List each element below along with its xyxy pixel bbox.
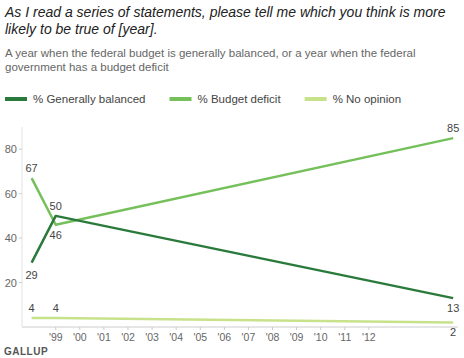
legend-swatch xyxy=(5,97,27,101)
legend-label: % No opinion xyxy=(333,93,401,105)
x-tick-label: '12 xyxy=(362,331,376,343)
x-tick xyxy=(296,327,297,330)
y-tick-label: 80 xyxy=(5,143,17,155)
plot-area xyxy=(32,138,454,322)
x-tick xyxy=(320,327,321,330)
x-tick xyxy=(272,327,273,330)
legend-swatch xyxy=(170,97,192,101)
legend-swatch xyxy=(305,97,327,101)
x-tick-label: '01 xyxy=(97,331,111,343)
x-tick xyxy=(200,327,201,330)
y-tick-label: 60 xyxy=(5,188,17,200)
x-tick-label: '03 xyxy=(145,331,159,343)
y-tick xyxy=(19,193,22,194)
x-tick xyxy=(152,327,153,330)
x-tick-label: '00 xyxy=(73,331,87,343)
x-tick xyxy=(344,327,345,330)
source: GALLUP xyxy=(4,346,48,357)
legend-label: % Budget deficit xyxy=(198,93,282,105)
series-line xyxy=(32,318,454,322)
x-tick xyxy=(79,327,80,330)
x-tick-label: '07 xyxy=(242,331,256,343)
x-axis xyxy=(22,327,458,328)
x-tick xyxy=(55,327,56,330)
x-tick xyxy=(103,327,104,330)
x-tick-label: '04 xyxy=(169,331,183,343)
data-label: 67 xyxy=(26,162,38,174)
x-tick-label: '09 xyxy=(290,331,304,343)
chart: 20 40 60 80 '99 '00 '01 '02 '03 '04 '05 '06 '07 '08 '0… xyxy=(0,0,464,358)
x-tick-label: '11 xyxy=(338,331,351,343)
data-label: 2 xyxy=(450,326,456,338)
y-tick xyxy=(19,282,22,283)
subtitle: A year when the federal budget is genera… xyxy=(5,46,457,74)
x-tick-label: '99 xyxy=(49,331,63,343)
x-tick xyxy=(368,327,369,330)
data-label: 50 xyxy=(50,200,62,212)
y-tick-label: 40 xyxy=(5,232,17,244)
y-axis xyxy=(22,127,23,327)
y-tick-label: 20 xyxy=(5,277,17,289)
x-tick xyxy=(127,327,128,330)
data-label: 13 xyxy=(447,302,459,314)
y-tick xyxy=(19,149,22,150)
x-tick-label: '05 xyxy=(193,331,207,343)
x-tick-label: '08 xyxy=(266,331,280,343)
data-label: 4 xyxy=(53,302,59,314)
title: As I read a series of statements, please… xyxy=(5,4,457,38)
data-label: 85 xyxy=(447,122,459,134)
legend-label: % Generally balanced xyxy=(33,93,146,105)
series-line xyxy=(32,138,454,225)
data-label: 29 xyxy=(26,269,38,281)
y-tick xyxy=(19,238,22,239)
x-tick xyxy=(248,327,249,330)
x-tick-label: '02 xyxy=(121,331,135,343)
x-tick-label: '06 xyxy=(217,331,231,343)
x-tick xyxy=(224,327,225,330)
data-label: 46 xyxy=(50,229,62,241)
x-tick-label: '10 xyxy=(314,331,328,343)
series-line xyxy=(32,216,454,298)
x-tick xyxy=(176,327,177,330)
data-label: 4 xyxy=(29,302,35,314)
